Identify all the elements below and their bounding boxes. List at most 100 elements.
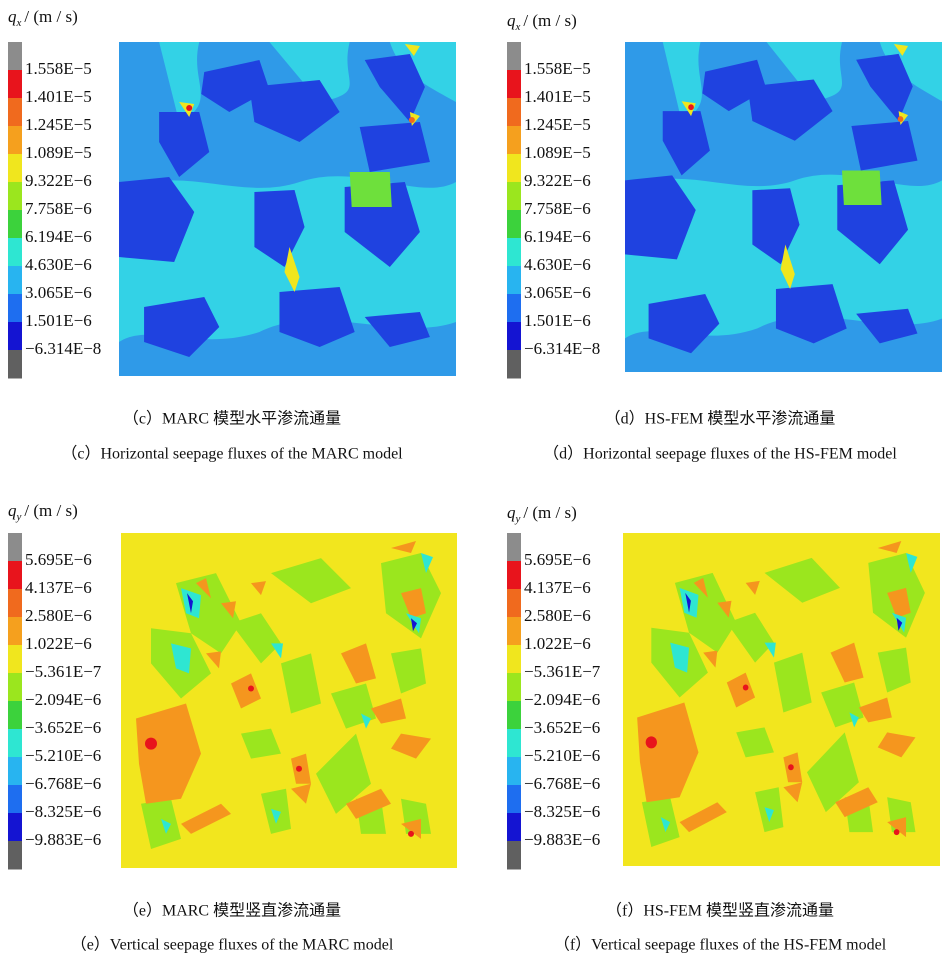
legend-label: 1.089E−5 (25, 143, 92, 162)
legend-label: −9.883E−6 (524, 830, 600, 849)
legend-swatch (8, 533, 22, 562)
legend-swatch (507, 294, 521, 323)
legend-label: −6.314E−8 (524, 339, 600, 358)
legend-label: 1.245E−5 (25, 115, 92, 134)
legend-label: −5.210E−6 (524, 746, 600, 765)
legend-label: 6.194E−6 (524, 227, 591, 246)
legend-label: 1.558E−5 (25, 59, 92, 78)
legend-swatch (8, 673, 22, 702)
legend-label: −3.652E−6 (524, 718, 600, 737)
caption-en: （d）Horizontal seepage fluxes of the HS-F… (543, 445, 897, 463)
legend-label: 4.137E−6 (25, 578, 92, 597)
axis-title: qx / (m / s) (8, 7, 78, 29)
legend-label: 1.022E−6 (524, 634, 591, 653)
symbol: q (507, 11, 516, 30)
legend-swatch (507, 322, 521, 351)
legend-swatch (8, 561, 22, 590)
legend-label: −6.314E−8 (25, 339, 101, 358)
legend-swatch (507, 238, 521, 267)
legend-swatch (507, 210, 521, 239)
legend-swatch (8, 238, 22, 267)
legend-label: 5.695E−6 (524, 550, 591, 569)
legend-swatch (507, 182, 521, 211)
legend-label: −8.325E−6 (25, 802, 101, 821)
legend-label: −6.768E−6 (25, 774, 101, 793)
legend-label: −5.361E−7 (524, 662, 601, 681)
legend-swatch (507, 757, 521, 786)
legend-label: −3.652E−6 (25, 718, 101, 737)
legend-swatch (507, 701, 521, 730)
legend-swatch (8, 154, 22, 183)
legend-swatch (507, 673, 521, 702)
legend-swatch (8, 841, 22, 870)
legend-label: −8.325E−6 (524, 802, 600, 821)
legend-label: 1.401E−5 (524, 87, 591, 106)
legend-swatch (507, 561, 521, 590)
legend-swatch (8, 350, 22, 379)
legend-swatch (8, 729, 22, 758)
legend-label: −9.883E−6 (25, 830, 101, 849)
legend-label: 2.580E−6 (25, 606, 92, 625)
legend-label: 1.501E−6 (25, 311, 92, 330)
contour-plot (121, 533, 457, 868)
legend-swatch (8, 210, 22, 239)
axis-title: qy / (m / s) (8, 501, 78, 523)
caption-en: （c）Horizontal seepage fluxes of the MARC… (61, 445, 403, 463)
legend-swatch (8, 182, 22, 211)
legend-swatch (507, 70, 521, 99)
legend-swatch (507, 841, 521, 870)
legend-label: 1.089E−5 (524, 143, 591, 162)
subscript: x (515, 21, 521, 33)
legend-label: 1.022E−6 (25, 634, 92, 653)
legend-label: 4.630E−6 (25, 255, 92, 274)
legend-label: 1.558E−5 (524, 59, 591, 78)
legend-swatch (8, 785, 22, 814)
legend-label: 7.758E−6 (524, 199, 591, 218)
symbol: q (8, 501, 17, 520)
legend-swatch (8, 813, 22, 842)
legend-swatch (507, 154, 521, 183)
subscript: y (16, 511, 22, 523)
legend-label: 4.630E−6 (524, 255, 591, 274)
caption-zh: （e）MARC 模型竖直渗流通量 (123, 902, 341, 920)
legend-swatch (8, 266, 22, 295)
legend-label: 5.695E−6 (25, 550, 92, 569)
legend-swatch (8, 589, 22, 618)
legend-swatch (507, 729, 521, 758)
legend-swatch (8, 294, 22, 323)
legend-label: 9.322E−6 (25, 171, 92, 190)
legend-label: 9.322E−6 (524, 171, 591, 190)
legend-swatch (507, 350, 521, 379)
legend-swatch (8, 126, 22, 155)
legend-label: 3.065E−6 (524, 283, 591, 302)
caption-zh: （d）HS-FEM 模型水平渗流通量 (605, 410, 836, 428)
caption-en: （e）Vertical seepage fluxes of the MARC m… (71, 936, 394, 954)
legend-label: −6.768E−6 (524, 774, 600, 793)
axis-title: qx / (m / s) (507, 11, 577, 33)
legend-label: −5.361E−7 (25, 662, 102, 681)
legend-swatch (8, 70, 22, 99)
legend-label: 1.501E−6 (524, 311, 591, 330)
legend-swatch (507, 589, 521, 618)
legend-swatch (507, 785, 521, 814)
legend-label: −2.094E−6 (524, 690, 600, 709)
legend-label: 1.245E−5 (524, 115, 591, 134)
axis-title: qy / (m / s) (507, 503, 577, 525)
legend-swatch (507, 813, 521, 842)
legend-swatch (8, 757, 22, 786)
subscript: x (16, 17, 22, 29)
legend-swatch (507, 617, 521, 646)
legend-label: 3.065E−6 (25, 283, 92, 302)
legend-swatch (507, 126, 521, 155)
legend-swatch (507, 98, 521, 127)
unit: / (m / s) (523, 503, 576, 522)
legend-label: −5.210E−6 (25, 746, 101, 765)
caption-zh: （c）MARC 模型水平渗流通量 (123, 410, 341, 428)
caption-zh: （f）HS-FEM 模型竖直渗流通量 (606, 902, 834, 920)
legend-label: 4.137E−6 (524, 578, 591, 597)
legend-swatch (8, 42, 22, 71)
unit: / (m / s) (24, 501, 77, 520)
symbol: q (8, 7, 17, 26)
subscript: y (515, 513, 521, 525)
